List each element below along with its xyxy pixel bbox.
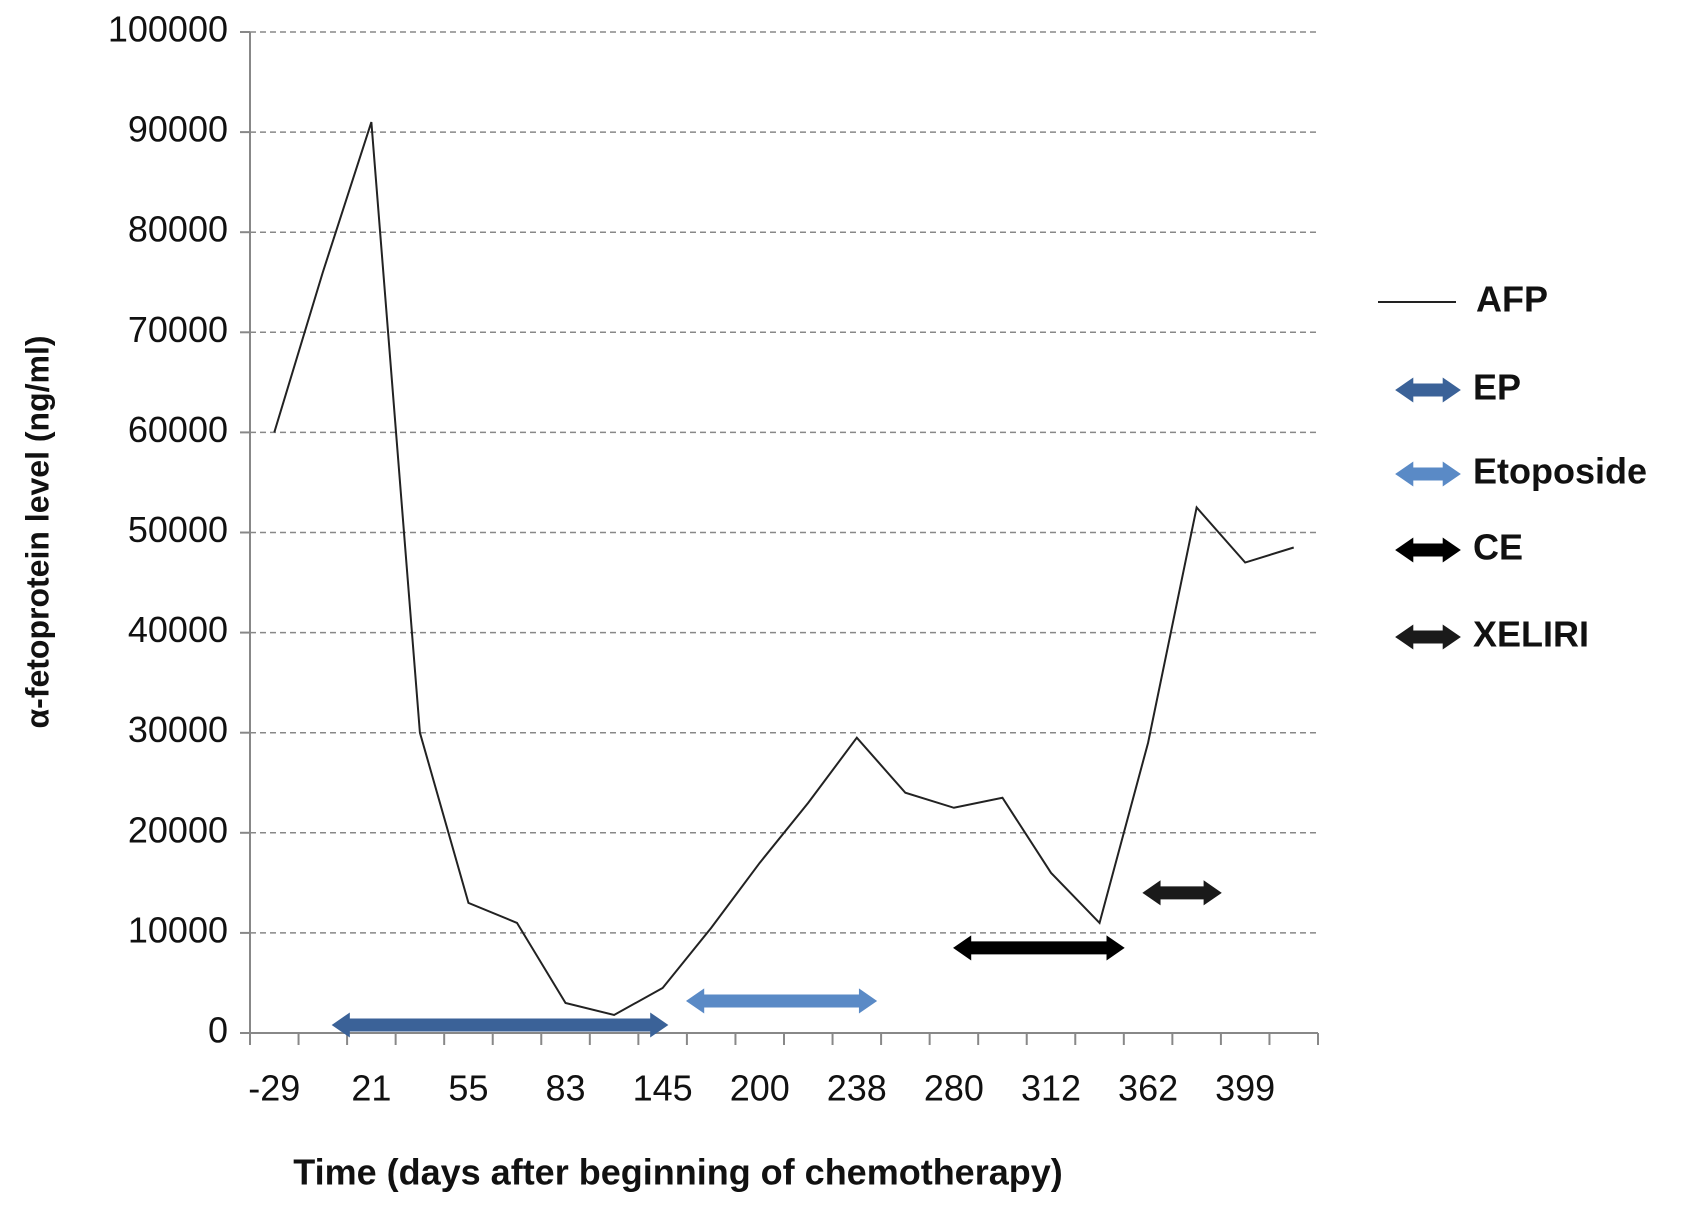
y-tick-label: 10000 — [128, 909, 228, 950]
x-tick-label: 280 — [924, 1068, 984, 1109]
x-tick-label: 145 — [633, 1068, 693, 1109]
legend-label: CE — [1473, 527, 1523, 568]
legend-label: AFP — [1476, 279, 1548, 320]
legend-swatch — [1395, 624, 1461, 650]
y-tick-label: 60000 — [128, 409, 228, 450]
x-tick-label: 238 — [827, 1068, 887, 1109]
legend-label: Etoposide — [1473, 451, 1647, 492]
x-tick-label: 83 — [546, 1068, 586, 1109]
y-axis-label: α-fetoprotein level (ng/ml) — [19, 335, 55, 728]
x-tick-label: 200 — [730, 1068, 790, 1109]
x-tick-label: -29 — [248, 1068, 300, 1109]
y-tick-label: 0 — [208, 1010, 228, 1051]
legend-swatch — [1395, 461, 1461, 487]
x-tick-label: 21 — [351, 1068, 391, 1109]
x-tick-label: 55 — [448, 1068, 488, 1109]
data-line — [273, 121, 1295, 1017]
y-tick-label: 40000 — [128, 609, 228, 650]
x-tick-label: 399 — [1215, 1068, 1275, 1109]
x-tick-label: 312 — [1021, 1068, 1081, 1109]
x-tick-label: 362 — [1118, 1068, 1178, 1109]
treatment-arrow — [1142, 880, 1222, 906]
treatment-arrow — [953, 935, 1125, 961]
legend-label: XELIRI — [1473, 614, 1589, 655]
y-tick-label: 50000 — [128, 509, 228, 550]
legend-swatch — [1395, 377, 1461, 403]
y-tick-label: 90000 — [128, 109, 228, 150]
legend-label: EP — [1473, 367, 1521, 408]
y-tick-label: 100000 — [108, 9, 228, 50]
legend-swatch — [1395, 537, 1461, 563]
y-tick-label: 80000 — [128, 209, 228, 250]
y-tick-label: 20000 — [128, 809, 228, 850]
treatment-arrow — [686, 988, 878, 1014]
treatment-arrow — [331, 1012, 669, 1038]
x-axis-label: Time (days after beginning of chemothera… — [293, 1152, 1062, 1193]
y-tick-label: 30000 — [128, 709, 228, 750]
y-tick-label: 70000 — [128, 309, 228, 350]
